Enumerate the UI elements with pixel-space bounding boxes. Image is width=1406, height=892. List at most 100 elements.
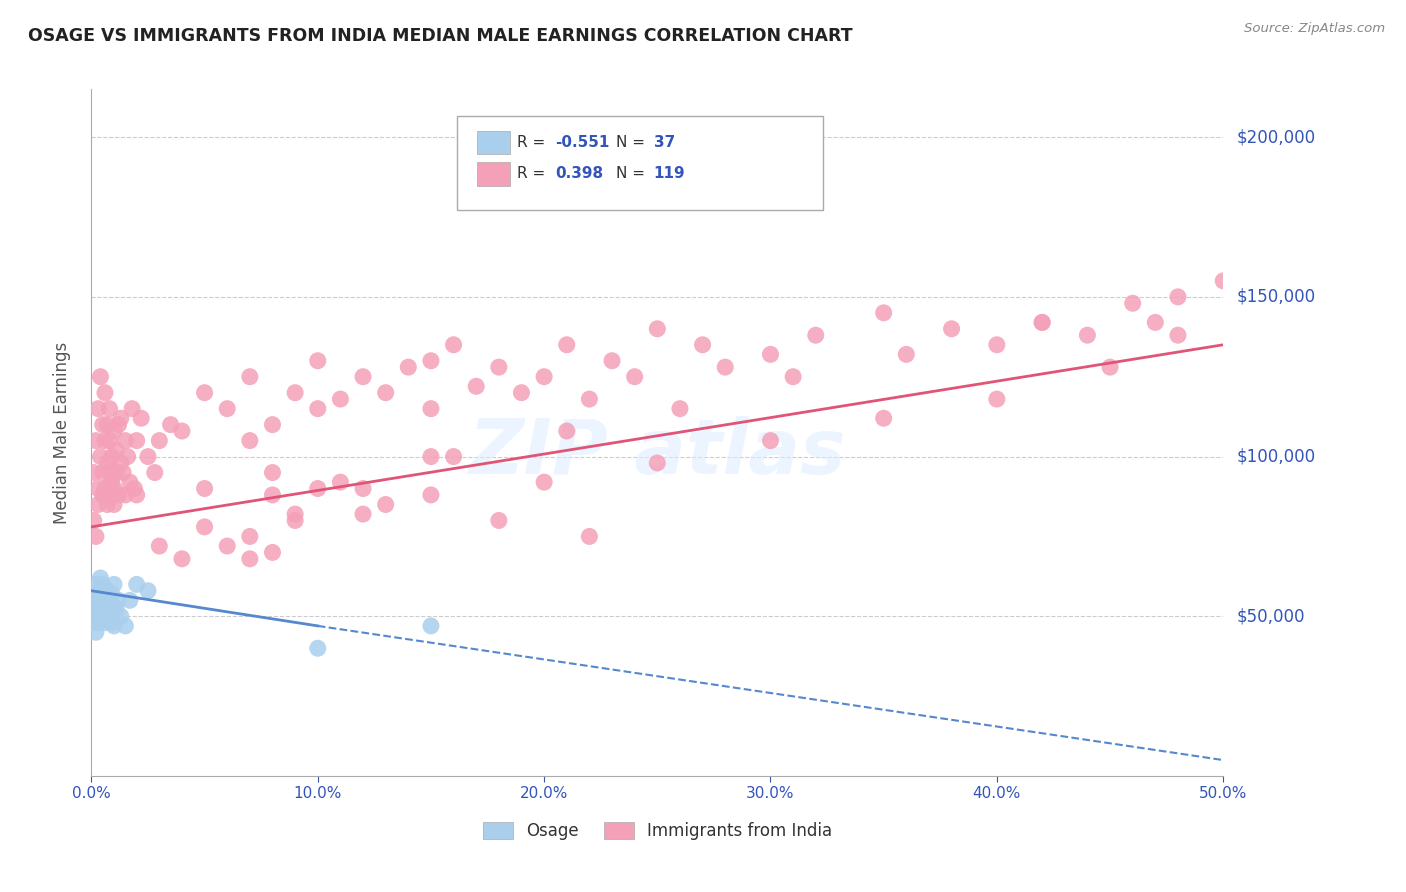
Point [107,417,129,432]
Point [94,385,117,400]
Point [103,577,125,591]
Point [94,434,117,448]
Point [87,482,110,496]
Point [91,417,114,432]
Point [100,615,122,630]
Point [941,322,963,336]
Point [782,369,804,384]
Point [98,603,121,617]
Point [170,424,193,438]
Point [170,551,193,566]
Point [578,529,600,543]
Point [136,450,159,464]
Point [84,529,107,543]
Point [239,551,262,566]
Point [87,615,110,630]
Text: -0.551: -0.551 [555,136,610,150]
Point [105,466,128,480]
Text: 0.398: 0.398 [555,167,603,181]
Point [148,539,170,553]
Point [103,482,125,496]
Point [239,529,262,543]
Point [125,577,148,591]
Point [94,597,117,611]
Point [91,488,114,502]
Point [103,599,125,614]
Point [96,609,118,624]
Point [396,360,419,375]
Point [329,392,352,406]
Point [419,450,441,464]
Point [87,583,110,598]
Text: R =: R = [517,136,551,150]
Point [125,488,148,502]
Point [692,338,714,352]
Point [1212,274,1234,288]
Point [100,587,122,601]
Text: $100,000: $100,000 [1237,448,1316,466]
Point [262,545,284,559]
Point [217,539,239,553]
Point [91,590,114,604]
Point [83,603,105,617]
Point [419,488,441,502]
Point [443,338,465,352]
Point [96,583,118,598]
Point [1076,328,1098,343]
Point [669,401,692,416]
Point [89,571,111,585]
Point [896,347,918,361]
Point [262,466,284,480]
Text: $200,000: $200,000 [1237,128,1316,146]
Point [110,456,132,470]
Point [114,434,136,448]
Point [645,322,668,336]
Point [87,498,110,512]
Point [100,450,122,464]
Point [1144,315,1167,329]
Text: N =: N = [616,136,650,150]
Point [103,424,125,438]
Point [488,360,510,375]
Point [239,369,262,384]
Point [419,401,441,416]
Point [374,498,396,512]
Text: $50,000: $50,000 [1237,607,1306,625]
Point [1098,360,1121,375]
Point [98,593,121,607]
Point [83,593,105,607]
Point [105,443,128,458]
Point [91,577,114,591]
Text: 37: 37 [654,136,675,150]
Point [284,507,307,521]
Point [759,347,782,361]
Point [374,385,396,400]
Point [555,338,578,352]
Point [91,466,114,480]
Point [105,603,128,617]
Point [239,434,262,448]
Point [91,603,114,617]
Point [645,456,668,470]
Point [121,401,143,416]
Point [262,488,284,502]
Point [352,369,374,384]
Point [262,417,284,432]
Point [103,498,125,512]
Point [98,401,121,416]
Point [91,613,114,627]
Point [87,599,110,614]
Text: R =: R = [517,167,551,181]
Point [124,482,146,496]
Point [118,475,141,490]
Point [89,369,111,384]
Point [986,392,1008,406]
Point [84,625,107,640]
Point [872,411,894,425]
Point [488,513,510,527]
Text: 119: 119 [654,167,685,181]
Point [510,385,533,400]
Point [284,385,307,400]
Point [84,609,107,624]
Point [284,513,307,527]
